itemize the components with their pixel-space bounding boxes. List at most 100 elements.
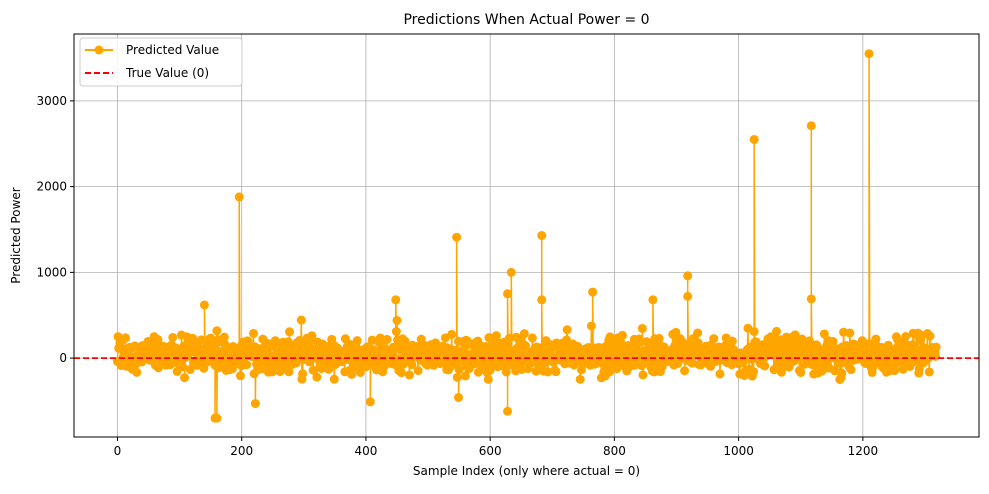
- predicted-point: [749, 367, 759, 377]
- predicted-point: [521, 341, 531, 351]
- predicted-point: [506, 267, 516, 277]
- predicted-point: [270, 336, 280, 346]
- predicted-point: [727, 336, 737, 346]
- x-tick-label: 600: [479, 444, 502, 458]
- predicted-point: [830, 366, 840, 376]
- legend-true-label: True Value (0): [125, 66, 209, 80]
- chart-title: Predictions When Actual Power = 0: [403, 12, 649, 28]
- legend-predicted-marker: [94, 45, 104, 55]
- predicted-point: [329, 374, 339, 384]
- predicted-point: [680, 366, 690, 376]
- predicted-point: [772, 326, 782, 336]
- x-tick-label: 400: [354, 444, 377, 458]
- predicted-point: [648, 295, 658, 305]
- predicted-point: [503, 289, 513, 299]
- predicted-point: [925, 331, 935, 341]
- predicted-point: [616, 337, 626, 347]
- predicted-point: [196, 335, 206, 345]
- predicted-point: [212, 413, 222, 423]
- predicted-point: [537, 231, 547, 240]
- predicted-point: [168, 332, 178, 342]
- predicted-point: [285, 327, 295, 337]
- predicted-point: [132, 367, 142, 377]
- data-layer: [74, 49, 979, 423]
- predicted-point: [413, 366, 423, 376]
- predicted-point: [630, 360, 640, 370]
- predicted-point: [460, 371, 470, 381]
- predicted-point: [804, 336, 814, 346]
- predicted-point: [483, 374, 493, 384]
- predicted-point: [749, 327, 759, 337]
- predicted-point: [121, 333, 131, 343]
- predicted-point: [693, 328, 703, 338]
- x-tick-label: 0: [114, 444, 122, 458]
- x-tick-label: 1200: [848, 444, 879, 458]
- predicted-point: [715, 369, 725, 379]
- predicted-point: [634, 334, 644, 344]
- predicted-point: [828, 336, 838, 346]
- predicted-point: [871, 334, 881, 344]
- ticks: 0 200 400 600 800 1000 1200 0 1000 2000 3000: [36, 94, 878, 458]
- y-tick-label: 3000: [36, 94, 67, 108]
- predicted-point: [454, 364, 464, 374]
- predicted-point: [837, 368, 847, 378]
- predicted-point: [796, 367, 806, 377]
- predicted-point: [543, 367, 553, 377]
- y-axis-label: Predicted Power: [9, 187, 23, 283]
- predicted-point: [504, 333, 514, 343]
- predicted-point: [284, 367, 294, 377]
- predicted-point: [931, 342, 941, 352]
- legend-predicted-label: Predicted Value: [126, 43, 219, 57]
- predicted-point: [180, 373, 190, 383]
- predicted-point: [391, 295, 401, 305]
- predicted-point: [901, 332, 911, 341]
- predicted-point: [931, 351, 941, 361]
- predicted-point: [199, 300, 209, 310]
- predicted-point: [760, 361, 770, 371]
- predicted-point: [268, 367, 278, 377]
- predicted-point: [491, 331, 501, 341]
- x-axis-label: Sample Index (only where actual = 0): [413, 464, 640, 478]
- predicted-point: [219, 332, 229, 342]
- predicted-point: [391, 327, 401, 337]
- y-tick-label: 2000: [36, 180, 67, 194]
- x-tick-label: 800: [603, 444, 626, 458]
- predicted-point: [617, 330, 627, 340]
- predicted-point: [178, 362, 188, 372]
- predicted-point: [845, 328, 855, 338]
- predicted-point: [503, 406, 513, 416]
- predicted-point: [503, 341, 513, 351]
- predicted-point: [250, 399, 260, 409]
- y-tick-label: 1000: [36, 265, 67, 279]
- predicted-point: [452, 372, 462, 382]
- predicted-point: [846, 365, 856, 375]
- predicted-point: [749, 134, 759, 144]
- predicted-point: [212, 326, 222, 336]
- predicted-point: [242, 360, 252, 370]
- predicted-point: [234, 192, 244, 202]
- predicted-point: [677, 337, 687, 347]
- y-tick-label: 0: [59, 351, 67, 365]
- predicted-point: [864, 49, 874, 59]
- predicted-point: [527, 333, 537, 343]
- predicted-point: [562, 325, 572, 335]
- predicted-point: [307, 331, 317, 341]
- predicted-point: [453, 393, 463, 403]
- predicted-point: [298, 369, 308, 379]
- predicted-point: [407, 360, 417, 370]
- predicted-point: [185, 364, 195, 374]
- predicted-point: [296, 315, 306, 325]
- predicted-point: [206, 333, 216, 343]
- predicted-point: [586, 321, 596, 331]
- predicted-point: [575, 374, 585, 384]
- predicted-point: [519, 329, 529, 339]
- predicted-point: [283, 337, 293, 347]
- predicted-point: [355, 368, 365, 377]
- predicted-point: [249, 328, 259, 338]
- predicted-point: [709, 334, 719, 344]
- predicted-point: [683, 291, 693, 301]
- predicted-point: [890, 364, 900, 374]
- predicted-point: [924, 367, 934, 377]
